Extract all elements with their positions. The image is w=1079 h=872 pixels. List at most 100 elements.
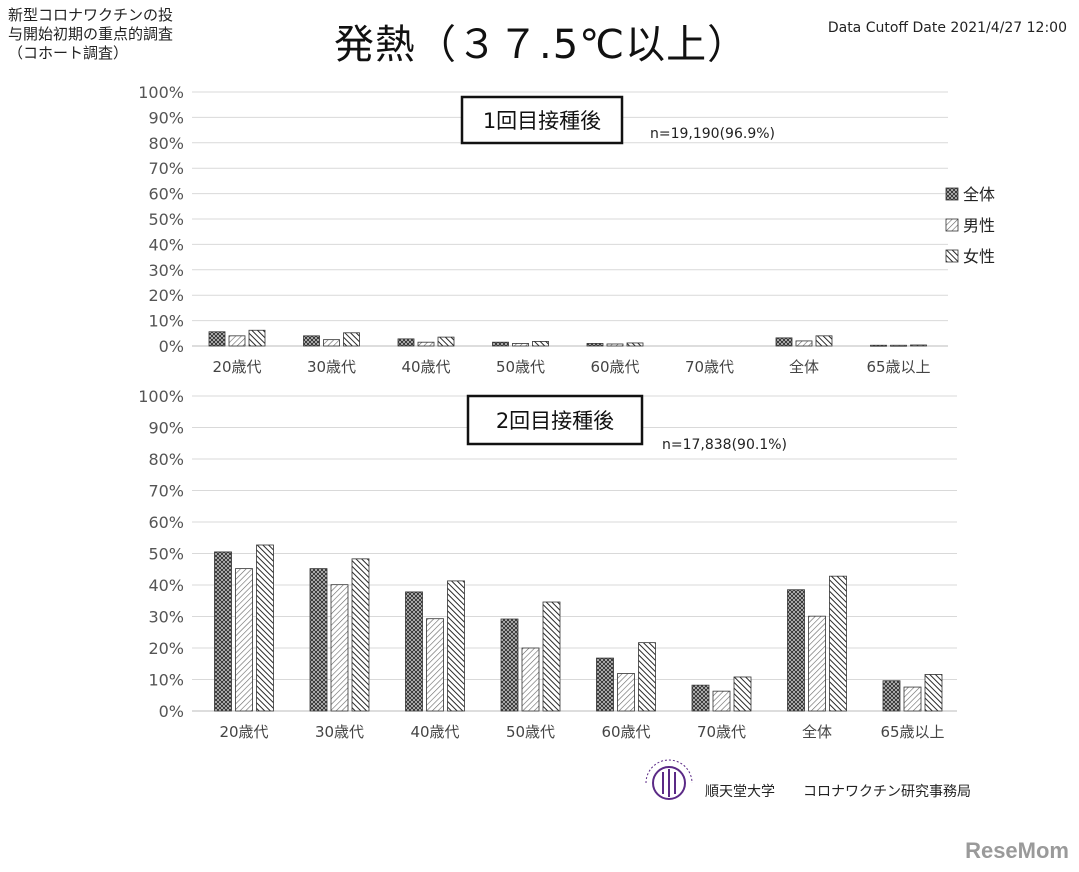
subtitle-line: 与開始初期の重点的調査 <box>8 25 174 43</box>
bar <box>309 568 328 712</box>
legend-swatch <box>945 187 959 201</box>
bar <box>437 336 455 347</box>
bar <box>214 551 232 712</box>
legend-label: 女性 <box>963 247 995 266</box>
bar <box>596 657 614 712</box>
watermark-logo: ReseMom <box>965 838 1069 863</box>
bar <box>795 340 813 347</box>
y-tick-label: 100% <box>138 83 184 102</box>
bar <box>638 642 656 712</box>
bar <box>691 684 710 712</box>
bar <box>829 575 847 712</box>
x-tick-label: 50歳代 <box>506 723 555 741</box>
subtitle-line: （コホート調査） <box>8 44 129 62</box>
bar <box>228 335 246 347</box>
y-tick-label: 100% <box>138 387 184 406</box>
y-tick-label: 90% <box>148 108 184 127</box>
bar <box>712 690 731 712</box>
y-tick-label: 0% <box>159 702 184 721</box>
bar <box>808 615 826 712</box>
bar <box>500 618 519 712</box>
cutoff-date: Data Cutoff Date 2021/4/27 12:00 <box>827 20 1067 36</box>
chart-title-box <box>460 95 624 145</box>
y-tick-label: 40% <box>148 235 184 254</box>
y-tick-label: 80% <box>148 450 184 469</box>
chart-2: 0% 10% 20% 30% 40% 50% 60% 70% 80% 90% 100% 20歳代 30歳… <box>138 387 957 741</box>
sample-size-annotation: n=19,190(96.9%) <box>650 126 775 142</box>
bar <box>532 341 549 347</box>
bar <box>512 343 529 347</box>
bar <box>924 674 943 712</box>
chart-1: 0% 10% 20% 30% 40% 50% 60% 70% 80% 90% 100% 20歳代 30歳… <box>138 83 948 376</box>
bar <box>787 589 805 712</box>
y-tick-label: 70% <box>148 482 184 501</box>
bar <box>890 344 907 347</box>
chart-title: 1回目接種後 <box>483 109 601 133</box>
x-tick-label: 40歳代 <box>401 358 450 376</box>
y-tick-label: 60% <box>148 185 184 204</box>
x-tick-label: 全体 <box>802 723 832 741</box>
y-tick-label: 0% <box>159 337 184 356</box>
bar <box>626 342 644 347</box>
y-tick-label: 40% <box>148 576 184 595</box>
bar <box>343 332 360 347</box>
bar <box>606 343 624 347</box>
y-tick-label: 20% <box>148 286 184 305</box>
sample-size-annotation: n=17,838(90.1%) <box>662 437 787 453</box>
university-seal-logo <box>645 759 693 800</box>
bar <box>351 558 370 712</box>
y-tick-label: 30% <box>148 261 184 280</box>
bar <box>323 339 340 347</box>
x-tick-label: 30歳代 <box>307 358 356 376</box>
bar <box>882 680 901 712</box>
y-tick-label: 60% <box>148 513 184 532</box>
x-tick-label: 65歳以上 <box>866 358 930 376</box>
y-tick-label: 10% <box>148 671 184 690</box>
bar <box>235 568 253 712</box>
x-tick-label: 60歳代 <box>590 358 639 376</box>
footer-office: コロナワクチン研究事務局 <box>803 784 971 800</box>
bar <box>815 335 833 347</box>
bar <box>492 341 509 347</box>
bar <box>330 584 349 712</box>
x-tick-label: 70歳代 <box>685 358 734 376</box>
bar <box>447 580 465 712</box>
subtitle-line: 新型コロナワクチンの投 <box>8 6 174 24</box>
legend-label: 全体 <box>963 185 995 204</box>
bar <box>417 341 435 347</box>
header-subtitle: 新型コロナワクチンの投 与開始初期の重点的調査 （コホート調査） <box>8 6 173 63</box>
x-tick-label: 60歳代 <box>601 723 650 741</box>
footer-org: 順天堂大学 <box>705 784 775 800</box>
y-tick-label: 90% <box>148 419 184 438</box>
y-tick-label: 30% <box>148 608 184 627</box>
x-tick-label: 全体 <box>789 358 819 376</box>
bar <box>586 343 604 347</box>
bar <box>248 329 266 347</box>
y-tick-label: 80% <box>148 134 184 153</box>
x-tick-label: 20歳代 <box>219 723 268 741</box>
bar <box>256 544 274 712</box>
bar <box>521 647 540 712</box>
bar <box>775 337 793 347</box>
chart-layer: 0% 10% 20% 30% 40% 50% 60% 70% 80% 90% 100% 20歳代 30歳… <box>138 83 957 741</box>
bar <box>903 686 922 712</box>
legend-swatch <box>945 218 959 232</box>
y-tick-label: 50% <box>148 210 184 229</box>
x-tick-label: 50歳代 <box>496 358 545 376</box>
bar <box>426 618 444 712</box>
bar <box>208 331 226 347</box>
legend-swatch <box>945 249 959 263</box>
y-tick-label: 10% <box>148 312 184 331</box>
bar <box>542 601 561 712</box>
chart-title-box <box>466 394 644 446</box>
legend-label: 男性 <box>963 216 995 235</box>
bar <box>397 338 415 347</box>
chart-title: 2回目接種後 <box>496 409 614 433</box>
y-tick-label: 20% <box>148 639 184 658</box>
bar <box>617 673 635 712</box>
bar <box>870 344 887 347</box>
x-tick-label: 40歳代 <box>410 723 459 741</box>
bar <box>733 676 752 712</box>
x-tick-label: 65歳以上 <box>880 723 944 741</box>
